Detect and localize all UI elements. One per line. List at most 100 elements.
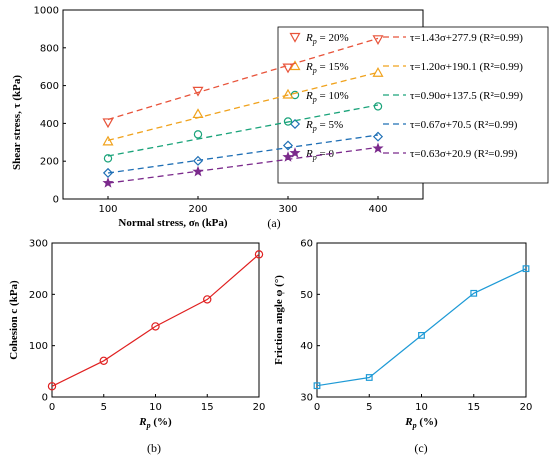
x-tick-label: 0: [49, 402, 55, 413]
y-tick-label: 0: [42, 393, 48, 404]
y-tick-label: 1000: [34, 6, 59, 17]
x-tick-label: 5: [366, 402, 372, 413]
panel-a: 0 200 400 600 800 1000 100 200 300 400 Normal stre…: [11, 6, 549, 230]
data-point: [282, 140, 294, 151]
fit-line: [107, 104, 379, 157]
x-axis-title: Rp (%): [138, 416, 172, 430]
x-tick-label: 20: [520, 402, 533, 413]
x-tick-label: 20: [253, 402, 266, 413]
x-axis-title: Rp (%): [404, 416, 438, 430]
data-point: [522, 265, 530, 273]
data-point: [372, 131, 384, 142]
data-point: [313, 382, 321, 390]
data-point: [372, 142, 384, 154]
legend-fit-equation: τ=0.67σ+70.5 (R²=0.99): [410, 119, 518, 131]
x-tick-label: 5: [101, 402, 107, 413]
panel-c: 30 40 50 60 0 5 10 15 20 Rp (%) Friction angle φ (…: [273, 239, 532, 456]
data-point: [102, 118, 114, 129]
legend-marker: [289, 147, 301, 158]
legend-series-label: Rp = 20%: [305, 32, 349, 46]
y-tick-label: 30: [300, 393, 313, 404]
data-point: [283, 117, 293, 126]
series-0: [102, 35, 384, 129]
legend-series-label: Rp = 10%: [305, 90, 349, 104]
fit-line: [107, 134, 379, 174]
legend-marker: [289, 60, 301, 71]
legend-marker: [289, 32, 301, 43]
x-tick-label: 15: [201, 402, 214, 413]
data-point: [151, 322, 160, 331]
data-point: [102, 135, 114, 146]
y-tick-label: 200: [40, 157, 59, 168]
y-tick-label: 50: [300, 290, 313, 301]
data-point: [470, 289, 478, 297]
fit-line: [107, 146, 379, 184]
data-point: [192, 108, 204, 119]
x-tick-label: 15: [467, 402, 480, 413]
y-axis-title: Friction angle φ (°): [273, 275, 285, 365]
data-point: [282, 88, 294, 99]
legend-fit-equation: τ=1.43σ+277.9 (R²=0.99): [410, 32, 523, 44]
data-point: [254, 250, 264, 259]
data-point: [418, 332, 425, 339]
y-tick-label: 300: [29, 239, 48, 250]
y-axis-title: Cohesion c (kPa): [8, 280, 20, 360]
data-point: [192, 86, 204, 97]
data-point: [282, 63, 294, 74]
fit-line: [107, 71, 379, 142]
data-point: [102, 177, 114, 188]
data-point: [47, 382, 57, 391]
data-point: [193, 130, 203, 139]
y-tick-label: 100: [29, 341, 48, 352]
data-point: [192, 165, 204, 177]
legend-fit-equation: τ=1.20σ+190.1 (R²=0.99): [410, 61, 523, 73]
legend-fit-equation: τ=0.63σ+20.9 (R²=0.99): [410, 148, 518, 160]
x-tick-label: 400: [368, 204, 387, 215]
fit-line: [107, 37, 379, 121]
x-tick-label: 300: [278, 204, 297, 215]
x-tick-label: 0: [314, 402, 320, 413]
x-tick-label: 100: [98, 204, 117, 215]
panel-label: (c): [414, 441, 427, 455]
panel-label: (b): [147, 441, 161, 455]
data-point: [372, 67, 384, 77]
y-tick-label: 40: [300, 341, 313, 352]
legend-marker: [289, 118, 301, 130]
series-line: [316, 268, 527, 387]
x-tick-label: 10: [415, 402, 428, 413]
data-point: [373, 102, 383, 111]
series-3: [102, 131, 384, 178]
data-point: [103, 154, 113, 163]
panel-label: (a): [267, 216, 280, 230]
panel-b: 0 100 200 300 0 5 10 15 20 Rp (%) Cohesion c (kPa)…: [8, 239, 265, 456]
y-axis-title: Shear stress, τ (kPa): [11, 75, 23, 170]
x-axis-title: Normal stress, σₙ (kPa): [118, 217, 227, 229]
data-point: [365, 374, 373, 381]
data-point: [282, 151, 294, 162]
series-1: [102, 67, 384, 146]
legend-series-label: Rp = 0: [305, 148, 334, 162]
y-tick-label: 600: [40, 81, 59, 92]
y-tick-label: 60: [300, 239, 313, 250]
data-point: [203, 295, 212, 304]
series-line: [51, 253, 260, 387]
x-tick-label: 200: [188, 204, 207, 215]
data-point: [372, 35, 384, 46]
y-tick-label: 0: [53, 195, 59, 206]
y-tick-label: 400: [40, 119, 59, 130]
y-tick-label: 200: [29, 290, 48, 301]
data-point: [192, 155, 204, 166]
series-4: [102, 142, 384, 188]
x-tick-label: 10: [149, 402, 162, 413]
y-tick-label: 800: [40, 43, 59, 54]
legend-fit-equation: τ=0.90σ+137.5 (R²=0.99): [410, 90, 523, 102]
panel-c-plot-frame: [316, 242, 527, 398]
data-point: [99, 356, 108, 366]
series-2: [103, 102, 383, 163]
panel-b-plot-frame: [51, 242, 260, 398]
legend-series-label: Rp = 5%: [305, 119, 343, 133]
legend-series-label: Rp = 15%: [305, 61, 349, 75]
legend: Rp = 20% τ=1.43σ+277.9 (R²=0.99) Rp = 15% τ…: [277, 26, 549, 184]
legend-frame: [277, 26, 549, 184]
